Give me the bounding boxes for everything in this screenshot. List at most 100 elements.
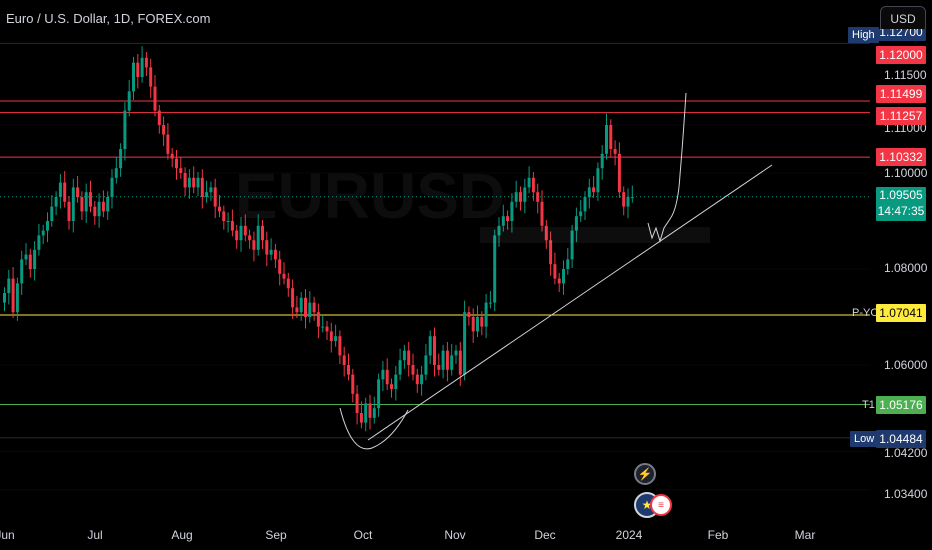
candle-body <box>398 360 402 375</box>
candlestick-series <box>3 46 634 432</box>
lightning-icon[interactable]: ⚡ <box>634 463 656 485</box>
candle-body <box>200 177 204 197</box>
candle-body <box>37 235 41 250</box>
candle-body <box>295 307 299 313</box>
time-axis-label: Nov <box>444 528 466 542</box>
candle-body <box>235 230 239 241</box>
candle-body <box>372 408 376 418</box>
candle-body <box>622 192 626 207</box>
candle-body <box>553 264 557 279</box>
curve-drawing-bottom[interactable] <box>339 407 409 450</box>
candle-body <box>278 259 282 274</box>
candle-body <box>476 317 479 332</box>
candle-body <box>510 201 514 221</box>
candle-body <box>390 384 393 389</box>
candle-body <box>488 302 492 304</box>
candle-body <box>428 336 432 356</box>
price-axis-label: 1.11500 <box>884 68 927 82</box>
candle-body <box>291 288 295 308</box>
candle-body <box>67 201 71 221</box>
time-axis-label: Mar <box>794 528 816 542</box>
trend-line[interactable] <box>367 164 773 441</box>
low-price-tag: 1.04484 <box>876 430 926 448</box>
candle-body <box>144 57 148 68</box>
candle-body <box>119 149 123 169</box>
time-axis-label: Aug <box>171 528 193 542</box>
candle-body <box>316 312 320 327</box>
time-axis-label: Dec <box>534 528 556 542</box>
candle-body <box>514 192 518 202</box>
candle-body <box>523 187 527 202</box>
candle-body <box>411 365 415 375</box>
candle-body <box>342 355 346 365</box>
candle-body <box>463 312 467 375</box>
candle-body <box>583 197 587 212</box>
candle-body <box>239 225 243 241</box>
currency-button[interactable]: USD <box>880 6 926 33</box>
price-axis-label: 1.04200 <box>884 446 928 460</box>
t1-price-tag: 1.05176 <box>876 396 926 414</box>
candle-body <box>304 297 307 317</box>
user-drawings <box>339 92 773 450</box>
candle-body <box>222 211 226 221</box>
candle-body <box>402 350 406 361</box>
candle-body <box>630 197 634 198</box>
candle-body <box>600 153 604 169</box>
chart-title: Euro / U.S. Dollar, 1D, FOREX.com <box>6 11 211 26</box>
current-price-tag: 1.09505 14:47:35 <box>876 187 926 221</box>
candle-body <box>493 235 497 303</box>
candle-body <box>480 317 484 327</box>
candle-body <box>338 336 342 356</box>
t1-label: T1 <box>862 399 875 411</box>
candle-body <box>385 369 389 385</box>
candle-body <box>256 225 260 250</box>
candle-body <box>33 249 37 269</box>
candle-body <box>80 197 84 212</box>
candle-body <box>58 182 62 197</box>
candle-body <box>11 278 15 313</box>
candle-body <box>106 197 110 212</box>
candle-body <box>407 350 411 365</box>
candle-body <box>549 240 553 265</box>
price-axis-label: 1.03400 <box>884 487 928 501</box>
candle-body <box>540 201 544 226</box>
us-flag-icon[interactable]: ≡ <box>650 494 672 516</box>
projection-drawing[interactable] <box>647 92 687 243</box>
candle-body <box>93 206 97 217</box>
candle-body <box>359 413 363 423</box>
price-axis-label: 1.06000 <box>884 358 928 372</box>
candle-body <box>329 331 333 341</box>
candle-body <box>46 221 49 231</box>
price-axis-label: 1.08000 <box>884 261 928 275</box>
time-axis-label: Sep <box>265 528 287 542</box>
candle-body <box>132 62 135 92</box>
candle-body <box>50 206 54 221</box>
candle-body <box>110 177 114 197</box>
candle-body <box>76 187 80 197</box>
candle-body <box>157 110 161 125</box>
candle-body <box>140 57 144 77</box>
candle-body <box>127 91 131 111</box>
symbol-watermark: EURUSD <box>235 160 505 232</box>
high-label: High <box>848 27 879 43</box>
candle-body <box>213 187 217 207</box>
candle-body <box>355 393 359 413</box>
candle-body <box>97 201 101 217</box>
candle-body <box>527 177 531 188</box>
candle-body <box>557 278 561 284</box>
candle-body <box>596 168 600 193</box>
candle-body <box>394 374 398 389</box>
candle-body <box>308 302 312 317</box>
candle-body <box>187 177 191 188</box>
price-axis-label: 1.10000 <box>884 166 928 180</box>
candle-body <box>162 125 166 135</box>
price-tag-111257: 1.11257 <box>876 107 926 125</box>
candle-body <box>265 240 269 255</box>
candle-body <box>269 249 273 255</box>
candle-body <box>613 149 617 154</box>
candle-body <box>209 187 213 193</box>
candle-body <box>273 249 277 260</box>
candle-body <box>626 197 630 207</box>
candle-body <box>136 62 140 77</box>
